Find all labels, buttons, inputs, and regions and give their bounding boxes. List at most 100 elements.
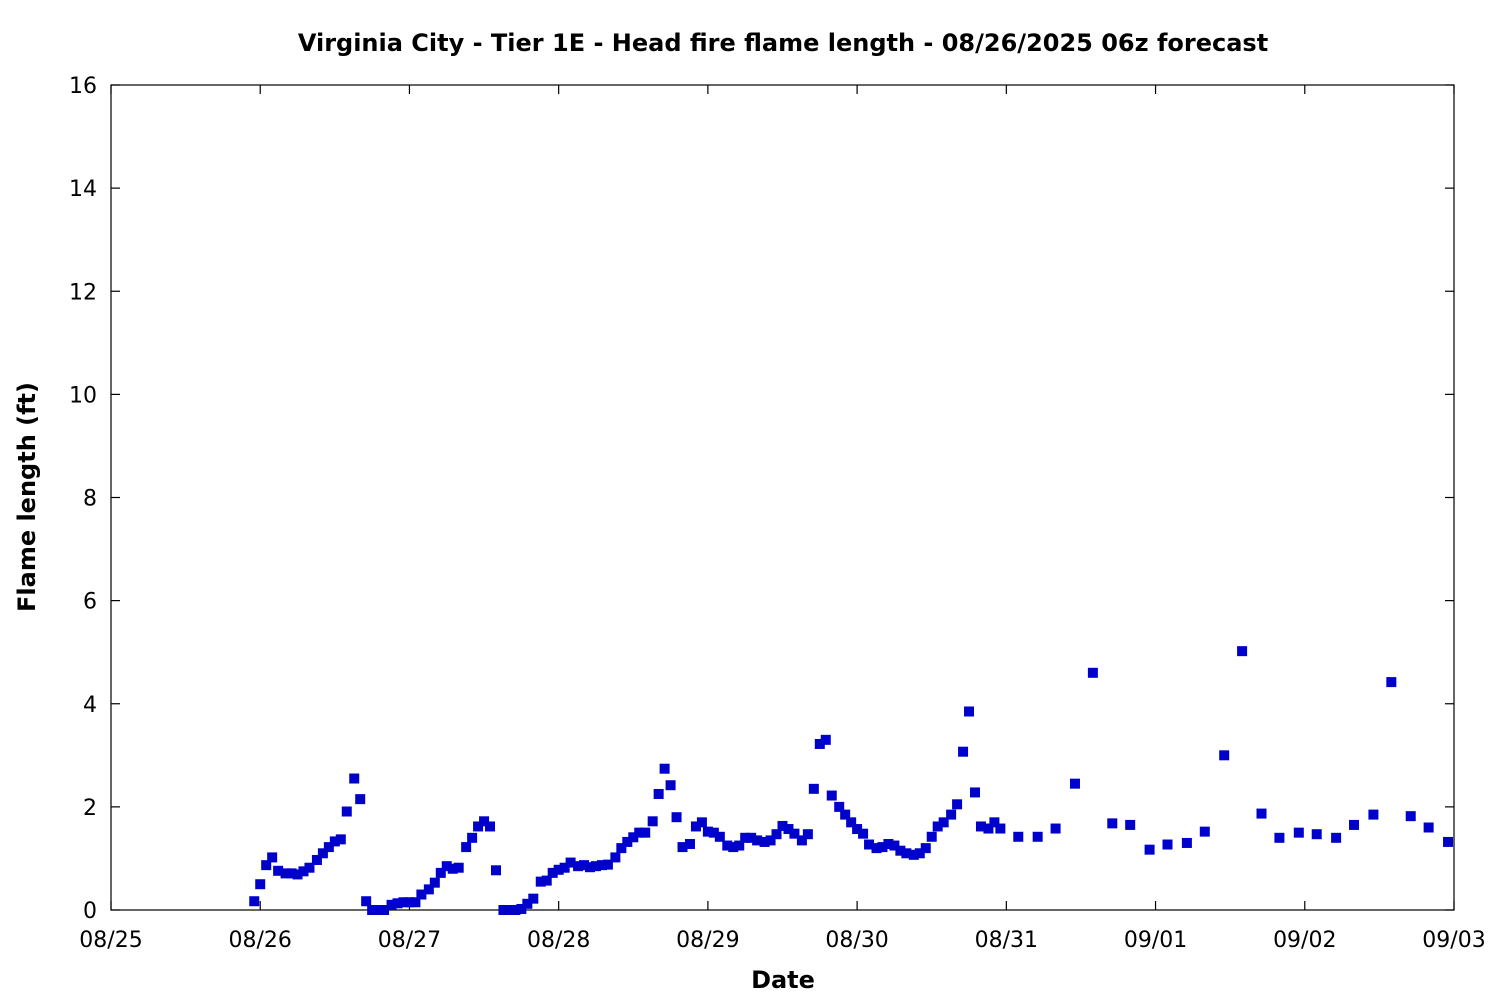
data-point [752, 835, 763, 846]
data-point [684, 839, 695, 849]
data-point [938, 817, 949, 828]
data-point [696, 817, 707, 828]
data-point [535, 876, 546, 887]
data-point [926, 831, 937, 842]
data-point [473, 821, 484, 832]
data-point [522, 898, 533, 909]
data-point [702, 826, 713, 837]
data-point [958, 746, 969, 757]
data-point [1293, 827, 1304, 838]
data-point [565, 857, 576, 868]
data-point [447, 863, 458, 874]
data-point [1199, 826, 1210, 837]
data-point [461, 842, 472, 853]
data-point [547, 867, 558, 878]
data-point [528, 893, 539, 904]
data-point [840, 809, 851, 820]
data-point [590, 861, 601, 872]
data-point [640, 827, 651, 838]
data-point [579, 860, 590, 871]
data-point [335, 834, 346, 845]
data-point [404, 897, 415, 908]
x-tick-label: 08/28 [527, 928, 590, 953]
data-point [1386, 677, 1397, 688]
chart-title: Virginia City - Tier 1E - Head fire flam… [298, 29, 1268, 57]
x-tick-label: 08/31 [975, 928, 1038, 953]
data-point [759, 836, 770, 847]
data-point [883, 839, 894, 849]
data-point [510, 905, 521, 915]
data-point [796, 835, 807, 846]
data-point [429, 877, 440, 888]
data-point [1405, 811, 1416, 822]
data-point [341, 806, 352, 817]
data-point [895, 845, 906, 856]
data-point [708, 827, 719, 838]
data-point [995, 823, 1006, 834]
data-point [317, 848, 328, 859]
data-point [441, 861, 452, 872]
data-point [628, 832, 639, 843]
data-point [914, 848, 925, 859]
x-tick-label: 09/03 [1422, 928, 1485, 953]
data-point [969, 787, 980, 798]
data-point [1423, 822, 1434, 833]
data-point [783, 824, 794, 835]
data-point [541, 875, 552, 886]
data-point [355, 794, 366, 805]
data-point [858, 828, 869, 839]
y-tick-label: 6 [83, 590, 97, 615]
x-axis: 08/25 08/26 08/27 08/28 08/29 08/30 08/31 09/01… [79, 85, 1486, 953]
data-point [616, 843, 627, 854]
data-point [722, 840, 733, 851]
data-point [734, 840, 745, 851]
data-point [1144, 844, 1155, 855]
data-point [1349, 819, 1360, 830]
data-point [323, 842, 334, 853]
y-tick-label: 4 [83, 693, 97, 718]
data-point [814, 738, 825, 749]
data-point [516, 903, 527, 914]
data-point [740, 832, 751, 843]
data-point [1107, 818, 1118, 829]
data-point [485, 821, 496, 832]
x-tick-label: 08/27 [378, 928, 441, 953]
data-point [273, 865, 284, 876]
data-point [677, 842, 688, 853]
data-point [932, 821, 943, 832]
data-point [964, 706, 975, 717]
data-point [1256, 808, 1267, 819]
data-point [1368, 809, 1379, 820]
data-point [490, 865, 501, 876]
data-point [585, 862, 596, 873]
data-point [398, 897, 409, 908]
data-point [871, 843, 882, 854]
data-point [1274, 832, 1285, 843]
data-point [1069, 778, 1080, 789]
data-point [435, 867, 446, 878]
data-point [349, 773, 360, 784]
data-point [298, 866, 309, 877]
data-point [367, 905, 378, 915]
data-point [1050, 823, 1061, 834]
data-point [746, 832, 757, 843]
data-point [901, 848, 912, 859]
data-point [653, 788, 664, 799]
data-point [852, 824, 863, 835]
data-point [249, 896, 260, 907]
data-point [261, 860, 272, 871]
data-point [908, 849, 919, 860]
data-point [280, 868, 291, 879]
data-point [479, 816, 490, 827]
data-point [1013, 831, 1024, 842]
y-tick-label: 14 [69, 177, 97, 202]
data-point [634, 827, 645, 838]
data-point [498, 905, 509, 915]
y-tick-label: 0 [83, 899, 97, 924]
y-axis-label: Flame length (ft) [13, 382, 41, 612]
plot-frame [110, 84, 1455, 911]
data-point [1311, 829, 1322, 840]
data-point [1443, 836, 1454, 847]
data-point [728, 842, 739, 853]
data-point [789, 828, 800, 839]
